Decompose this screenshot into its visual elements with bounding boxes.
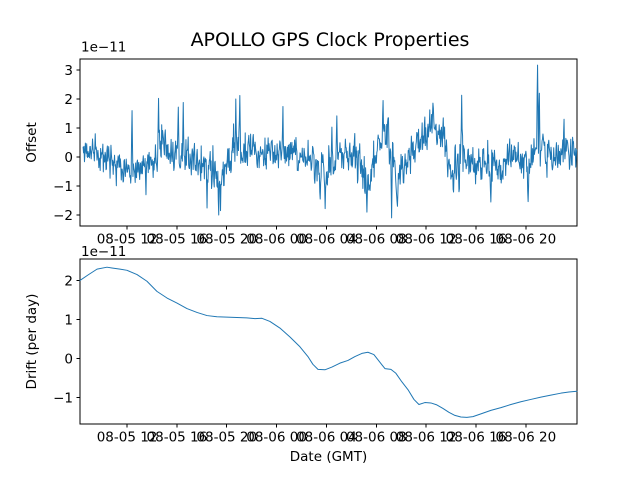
x-tick-label: 08-06 12 <box>396 430 457 446</box>
x-tick-label: 08-06 00 <box>246 232 307 248</box>
plot-border <box>79 258 578 425</box>
x-tick-label: 08-06 20 <box>495 232 556 248</box>
x-tick-label: 08-06 16 <box>446 232 507 248</box>
y-tick-label: 1 <box>64 121 73 137</box>
y-tick-label: 2 <box>64 273 73 289</box>
plot-border <box>79 58 578 227</box>
offset-vs-time-line <box>82 64 578 219</box>
x-tick-label: 08-05 16 <box>147 430 208 446</box>
y-tick-label: −2 <box>53 208 73 224</box>
drift-y-axis-label: Drift (per day) <box>24 294 40 390</box>
x-tick-label: 08-06 08 <box>346 232 407 248</box>
x-tick-label: 08-06 08 <box>346 430 407 446</box>
x-tick-label: 08-06 12 <box>396 232 457 248</box>
x-axis-label: Date (GMT) <box>290 449 367 465</box>
x-tick-label: 08-06 16 <box>446 430 507 446</box>
y-tick-label: 1 <box>64 312 73 328</box>
y-tick-label: −1 <box>53 179 73 195</box>
y-tick-label: 3 <box>64 63 73 79</box>
x-tick-label: 08-06 04 <box>296 232 357 248</box>
drift-scale-label: 1e−11 <box>81 244 126 260</box>
x-tick-label: 08-05 16 <box>147 232 208 248</box>
x-tick-label: 08-06 00 <box>246 430 307 446</box>
y-tick-label: −1 <box>53 390 73 406</box>
offset-y-axis-label: Offset <box>24 122 40 163</box>
x-tick-label: 08-05 20 <box>196 430 257 446</box>
figure-title: APOLLO GPS Clock Properties <box>191 29 470 51</box>
y-tick-label: 0 <box>64 351 73 367</box>
x-tick-label: 08-05 12 <box>97 430 158 446</box>
x-tick-label: 08-06 04 <box>296 430 357 446</box>
x-tick-label: 08-05 12 <box>97 232 158 248</box>
offset-scale-label: 1e−11 <box>81 40 126 56</box>
drift-vs-time-line <box>79 266 578 418</box>
x-tick-label: 08-06 20 <box>495 430 556 446</box>
y-tick-label: 0 <box>64 150 73 166</box>
y-tick-label: 2 <box>64 92 73 108</box>
x-tick-label: 08-05 20 <box>196 232 257 248</box>
